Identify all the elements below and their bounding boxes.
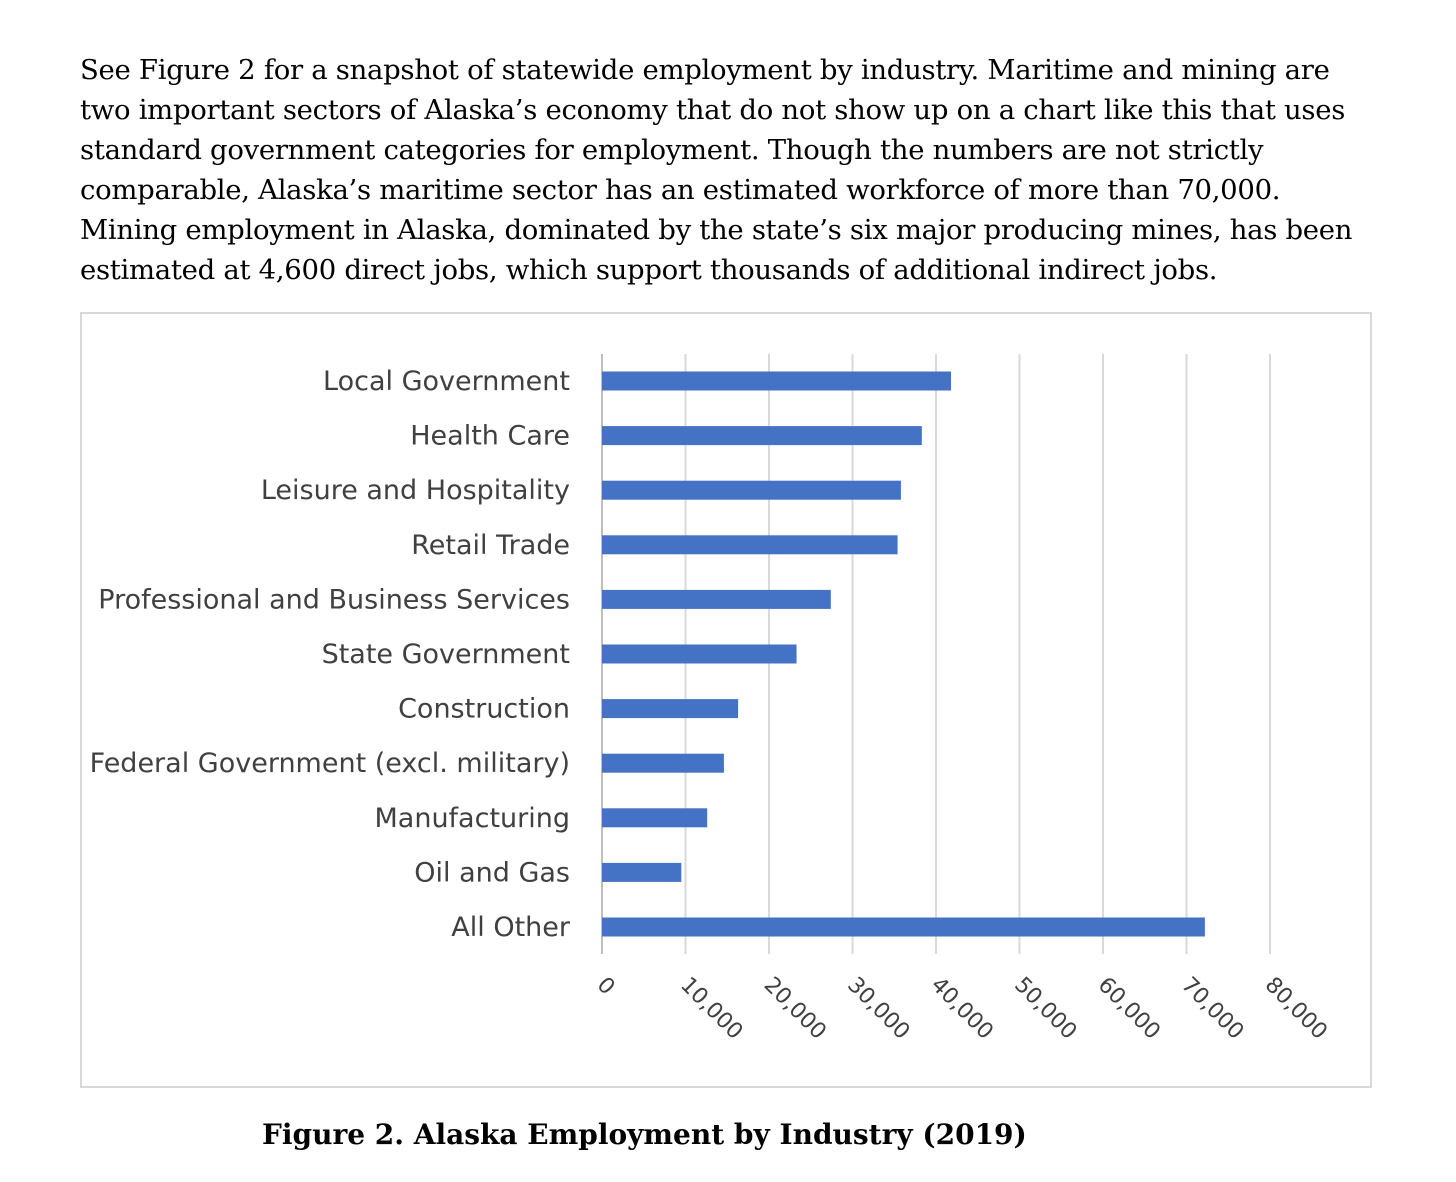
category-label: Local Government bbox=[323, 366, 570, 397]
category-label: Oil and Gas bbox=[414, 857, 570, 888]
grid-lines bbox=[601, 354, 1271, 954]
bar bbox=[602, 480, 901, 500]
x-tick-label: 0 bbox=[592, 973, 620, 1001]
bar bbox=[602, 426, 922, 446]
x-tick-label: 50,000 bbox=[1009, 973, 1081, 1045]
chart-frame: Local Government Health Care Leisure and H… bbox=[80, 312, 1372, 1088]
category-label: All Other bbox=[451, 912, 571, 943]
category-label: Federal Government (excl. military) bbox=[90, 748, 570, 779]
x-tick-label: 20,000 bbox=[759, 973, 831, 1045]
x-tick-label: 80,000 bbox=[1260, 973, 1332, 1045]
bar bbox=[602, 862, 682, 882]
tick-labels: 0 10,000 20,000 30,000 40,000 50,000 60,000 70,… bbox=[592, 973, 1332, 1045]
figure-caption: Figure 2. Alaska Employment by Industry … bbox=[262, 1118, 1027, 1151]
category-labels: Local Government Health Care Leisure and H… bbox=[90, 366, 571, 943]
category-label: Retail Trade bbox=[411, 530, 570, 561]
bar bbox=[602, 699, 739, 719]
bar bbox=[602, 753, 724, 773]
bar bbox=[602, 589, 831, 609]
x-tick-label: 30,000 bbox=[842, 973, 914, 1045]
category-label: Construction bbox=[398, 694, 570, 725]
bar bbox=[602, 644, 797, 664]
x-tick-label: 60,000 bbox=[1093, 973, 1165, 1045]
x-tick-label: 40,000 bbox=[926, 973, 998, 1045]
bars bbox=[602, 371, 1205, 937]
category-label: Manufacturing bbox=[374, 803, 570, 834]
intro-paragraph: See Figure 2 for a snapshot of statewide… bbox=[80, 54, 1353, 286]
x-tick-label: 10,000 bbox=[675, 973, 747, 1045]
bar bbox=[602, 917, 1205, 937]
category-label: Leisure and Hospitality bbox=[261, 475, 570, 506]
category-label: Health Care bbox=[410, 421, 570, 452]
bar bbox=[602, 535, 898, 555]
bar bbox=[602, 808, 708, 828]
category-label: Professional and Business Services bbox=[98, 584, 570, 615]
bar-chart: Local Government Health Care Leisure and H… bbox=[90, 354, 1332, 1045]
category-label: State Government bbox=[322, 639, 570, 670]
bar bbox=[602, 371, 952, 391]
x-tick-label: 70,000 bbox=[1176, 973, 1248, 1045]
